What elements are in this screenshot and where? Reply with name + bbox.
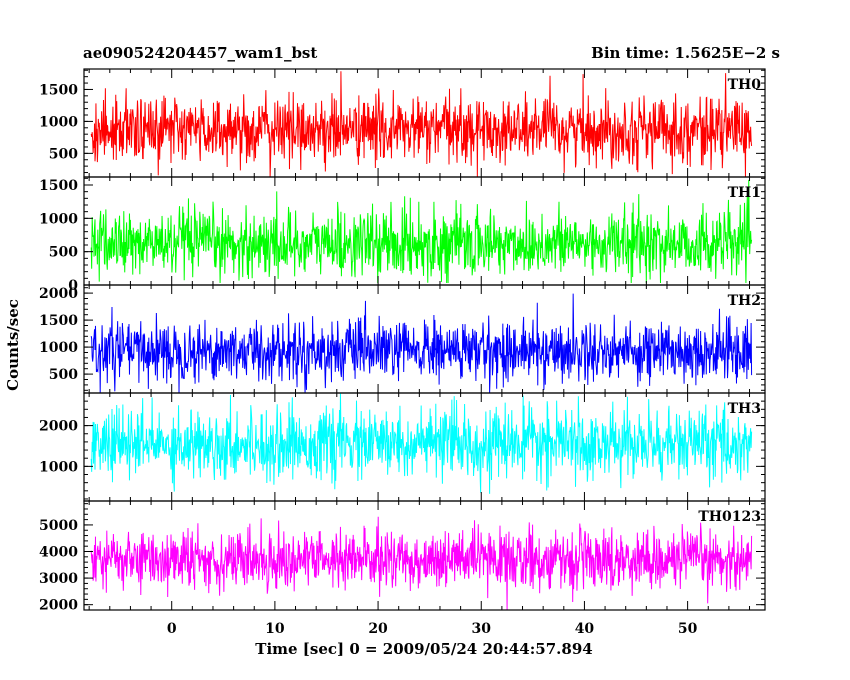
y-tick-label: 500	[49, 367, 78, 383]
panel-label: TH3	[728, 401, 761, 417]
series-th1	[90, 179, 753, 284]
y-tick-label: 4000	[39, 545, 78, 561]
y-tick-label: 2000	[39, 598, 78, 614]
panel-th0: 500 1000 1500 TH0	[39, 68, 766, 178]
series-th2	[90, 293, 753, 393]
panel-th3: 1000 2000 TH3	[39, 392, 766, 502]
y-tick-label: 1000	[39, 114, 78, 130]
series-th0	[90, 71, 753, 177]
panel-th2: 500 1000 1500 2000 TH2	[39, 284, 766, 394]
y-tick-label: 1500	[39, 313, 78, 329]
y-tick-label: 0	[68, 278, 78, 294]
y-tick-label: 1500	[39, 82, 78, 98]
x-axis: 0 10 20 30 40 50	[167, 621, 698, 637]
y-axis-label: Counts/sec	[4, 299, 22, 391]
bin-time-label: Bin time: 1.5625E−2 s	[591, 44, 780, 62]
y-tick-label: 2000	[39, 419, 78, 435]
series-th3	[90, 393, 753, 494]
x-tick-label: 40	[575, 621, 595, 637]
panel-frame	[83, 500, 766, 611]
y-tick-label: 5000	[39, 518, 78, 534]
panel-label: TH2	[728, 293, 761, 309]
y-tick-label: 1000	[39, 211, 78, 227]
x-tick-label: 30	[472, 621, 492, 637]
x-tick-label: 10	[265, 621, 285, 637]
chart-title: ae090524204457_wam1_bst	[83, 44, 317, 62]
series-th0123	[90, 516, 753, 610]
y-tick-label: 2000	[39, 286, 78, 302]
x-tick-label: 20	[368, 621, 388, 637]
panel-label: TH1	[728, 185, 761, 201]
y-tick-label: 3000	[39, 571, 78, 587]
x-tick-label: 50	[678, 621, 698, 637]
panel-label: TH0	[728, 77, 762, 93]
y-tick-label: 500	[49, 146, 78, 162]
panel-label: TH0123	[698, 509, 761, 525]
panel-th1: 0 500 1000 1500 TH1	[39, 176, 766, 294]
y-tick-label: 1500	[39, 178, 78, 194]
x-tick-label: 0	[167, 621, 177, 637]
panel-stack: 500 1000 1500 TH0 0 500 1000 1500 TH1 500 1000 1500…	[39, 68, 766, 614]
x-axis-label: Time [sec] 0 = 2009/05/24 20:44:57.894	[255, 640, 592, 658]
y-tick-label: 1000	[39, 340, 78, 356]
y-tick-label: 500	[49, 245, 78, 261]
panel-th0123: 2000 3000 4000 5000 TH0123	[39, 500, 766, 614]
y-tick-label: 1000	[39, 459, 78, 475]
